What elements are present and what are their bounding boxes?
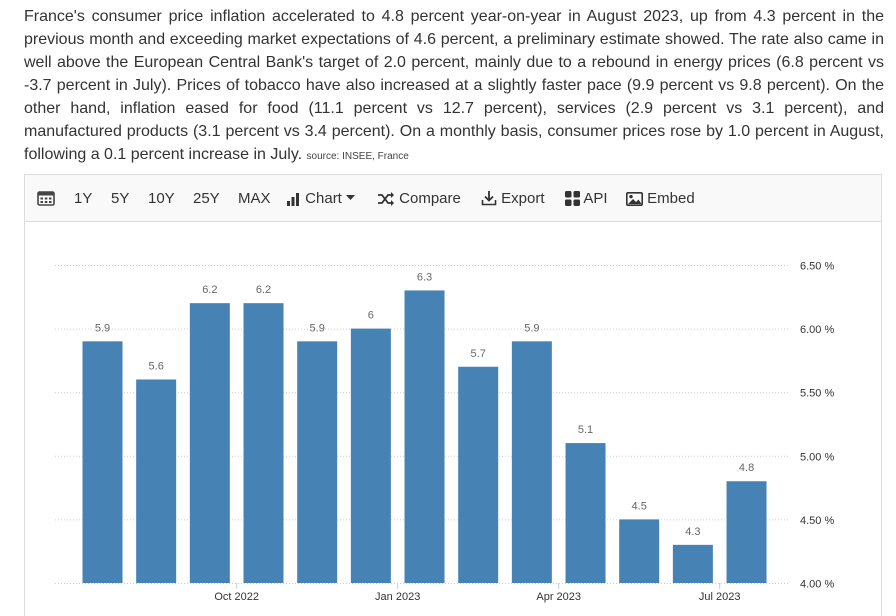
data-label: 5.9: [524, 322, 539, 334]
chart-type-label: Chart: [305, 190, 342, 207]
data-label: 4.5: [632, 500, 647, 512]
data-label: 6.2: [256, 284, 271, 296]
y-tick-label: 6.00 %: [800, 324, 834, 336]
bar: [243, 303, 284, 583]
bar: [565, 443, 606, 583]
api-button[interactable]: API: [565, 187, 608, 211]
y-tick-label: 5.50 %: [800, 388, 834, 400]
x-tick-label: Oct 2022: [214, 591, 259, 603]
compare-button[interactable]: Compare: [377, 187, 461, 211]
y-tick-label: 4.50 %: [800, 515, 834, 527]
bar: [297, 341, 338, 583]
source-note: source: INSEE, France: [306, 151, 409, 162]
bar: [672, 544, 713, 583]
x-tick-label: Jan 2023: [375, 591, 420, 603]
bar: [511, 341, 552, 583]
x-tick-label: Apr 2023: [536, 591, 581, 603]
export-label: Export: [501, 190, 545, 207]
bar: [189, 303, 230, 583]
bar: [350, 328, 391, 583]
caret-down-icon: [346, 195, 356, 200]
range-max-button[interactable]: MAX: [238, 190, 271, 207]
description-paragraph: France's consumer price inflation accele…: [24, 5, 884, 168]
data-label: 6.3: [417, 271, 432, 283]
api-label: API: [583, 190, 608, 207]
api-grid-icon: [565, 191, 580, 206]
bar: [726, 481, 767, 583]
data-label: 6: [368, 310, 374, 322]
data-label: 5.9: [95, 322, 110, 334]
y-tick-label: 4.00 %: [800, 579, 834, 591]
data-label: 5.1: [578, 424, 593, 436]
data-label: 5.9: [310, 322, 325, 334]
data-label: 5.6: [149, 360, 164, 372]
shuffle-icon: [378, 192, 394, 206]
range-5y-button[interactable]: 5Y: [111, 190, 130, 207]
bar: [619, 519, 660, 583]
y-tick-label: 5.00 %: [800, 451, 834, 463]
data-label: 4.3: [685, 526, 700, 538]
x-tick-label: Jul 2023: [699, 591, 741, 603]
embed-label: Embed: [647, 190, 695, 207]
chart-toolbar: 1Y 5Y 10Y 25Y MAX Chart Compare Export A…: [25, 175, 881, 222]
bar-chart-icon: [287, 193, 299, 206]
bar: [404, 290, 445, 583]
export-button[interactable]: Export: [481, 187, 545, 211]
image-icon: [626, 192, 643, 206]
data-label: 4.8: [739, 462, 754, 474]
bar: [82, 341, 123, 583]
range-25y-button[interactable]: 25Y: [193, 190, 220, 207]
range-1y-button[interactable]: 1Y: [74, 190, 93, 207]
y-tick-label: 6.50 %: [800, 261, 834, 273]
chart-type-button[interactable]: Chart: [287, 187, 356, 211]
embed-button[interactable]: Embed: [626, 187, 695, 211]
compare-label: Compare: [399, 190, 461, 207]
bar: [458, 366, 499, 583]
calendar-icon[interactable]: [37, 187, 55, 211]
data-label: 6.2: [202, 284, 217, 296]
bar: [136, 379, 177, 583]
description-text: France's consumer price inflation accele…: [24, 8, 884, 163]
download-icon: [481, 191, 497, 206]
data-label: 5.7: [471, 348, 486, 360]
range-10y-button[interactable]: 10Y: [148, 190, 175, 207]
